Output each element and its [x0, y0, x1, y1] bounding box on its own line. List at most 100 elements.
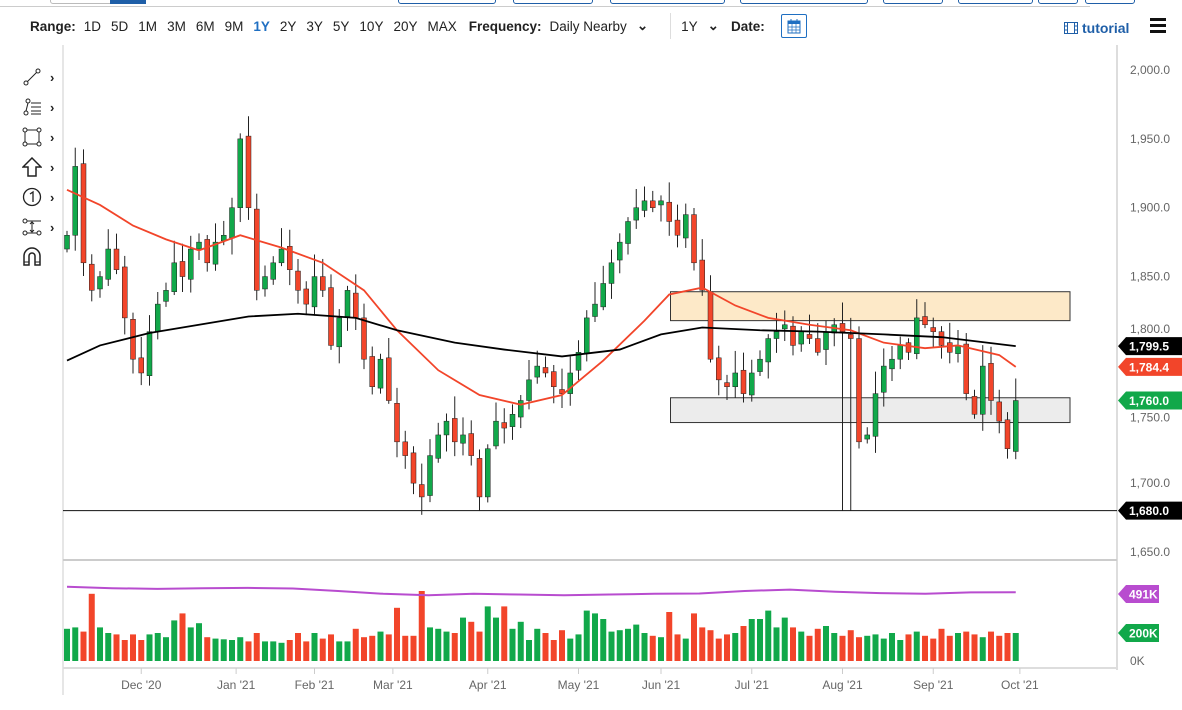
calendar-button[interactable] — [780, 14, 807, 38]
range-20y[interactable]: 20Y — [393, 18, 418, 34]
chevron-right-icon[interactable]: › — [50, 69, 55, 85]
volume-bar — [897, 640, 904, 661]
candle-body — [732, 372, 738, 387]
volume-bar — [402, 635, 409, 661]
candle — [526, 360, 532, 410]
candle-body — [666, 201, 672, 222]
volume-bar — [847, 630, 854, 661]
top-button[interactable] — [958, 0, 1033, 4]
candle-body — [386, 357, 392, 401]
volume-bar — [286, 640, 293, 661]
candle — [1013, 378, 1019, 460]
candle — [229, 197, 235, 255]
volume-bar — [97, 627, 103, 661]
volume-bar — [889, 633, 895, 661]
top-button[interactable] — [513, 0, 593, 4]
annotation-tool[interactable]: › — [22, 182, 62, 212]
line-tool[interactable]: › — [22, 62, 62, 92]
magnet-tool[interactable] — [22, 242, 62, 272]
volume-bar — [814, 628, 821, 661]
volume-tag: 200K — [1118, 624, 1159, 642]
volume-bar — [649, 635, 656, 661]
range-1m[interactable]: 1M — [138, 18, 158, 34]
frequency-select[interactable]: Daily Nearby — [549, 18, 627, 34]
candle — [237, 133, 243, 223]
volume-bar — [542, 633, 549, 661]
chevron-right-icon[interactable]: › — [50, 99, 55, 115]
volume-bar — [773, 627, 780, 661]
range-label: Range: — [30, 18, 76, 34]
candle-body — [245, 135, 252, 208]
range-1y[interactable]: 1Y — [253, 18, 270, 34]
candle — [856, 326, 862, 449]
candle — [501, 408, 507, 444]
candle-body — [765, 338, 771, 363]
candle — [575, 340, 582, 381]
candle-body — [353, 292, 359, 319]
volume-bar — [113, 634, 120, 661]
volume-bar — [229, 640, 235, 661]
volume-bar — [988, 631, 994, 661]
range-3m[interactable]: 3M — [167, 18, 186, 34]
range-2y[interactable]: 2Y — [279, 18, 297, 34]
range-10y[interactable]: 10Y — [359, 18, 384, 34]
candle — [848, 317, 854, 511]
chevron-right-icon[interactable]: › — [50, 189, 55, 205]
candle — [402, 430, 408, 469]
top-go-button[interactable] — [110, 0, 146, 4]
hamburger-menu-icon[interactable] — [1150, 18, 1166, 36]
chevron-right-icon[interactable]: › — [50, 159, 55, 175]
candle — [963, 333, 969, 401]
chevron-right-icon[interactable]: › — [50, 219, 55, 235]
price-tag-label: 1,784.4 — [1129, 360, 1169, 374]
x-tick-label: Aug '21 — [822, 678, 863, 692]
candle — [658, 195, 664, 222]
fib-tool[interactable]: › — [22, 92, 62, 122]
volume-bar — [163, 637, 169, 661]
candle — [369, 346, 375, 395]
candle-body — [1013, 400, 1019, 452]
tutorial-link[interactable]: tutorial — [1064, 20, 1129, 36]
candle-body — [683, 214, 689, 239]
period-select[interactable]: 1Y — [681, 18, 698, 34]
candle-body — [815, 338, 821, 353]
volume-bar — [212, 638, 219, 661]
volume-tag-label: 200K — [1129, 627, 1158, 641]
top-button[interactable] — [610, 0, 725, 4]
top-button[interactable] — [1085, 0, 1135, 4]
range-9m[interactable]: 9M — [224, 18, 244, 34]
top-button[interactable] — [740, 0, 868, 4]
volume-bar — [443, 631, 450, 661]
range-5d[interactable]: 5D — [111, 18, 129, 34]
chevron-right-icon[interactable]: › — [50, 129, 55, 145]
range-1d[interactable]: 1D — [83, 18, 102, 34]
candle — [980, 345, 986, 431]
measure-tool[interactable]: › — [22, 212, 62, 242]
range-max[interactable]: MAX — [427, 18, 457, 34]
range-3y[interactable]: 3Y — [306, 18, 323, 34]
candle — [303, 281, 309, 316]
volume-bar — [451, 633, 458, 661]
volume-bar — [682, 638, 689, 661]
candle-body — [559, 389, 565, 394]
candle — [947, 322, 953, 364]
chevron-down-icon[interactable]: ⌄ — [636, 18, 649, 33]
range-5y[interactable]: 5Y — [332, 18, 350, 34]
candle-body — [311, 276, 318, 308]
chevron-down-icon[interactable]: ⌄ — [707, 18, 719, 33]
candle-body — [303, 288, 309, 305]
top-button[interactable] — [883, 0, 943, 4]
candle-body — [542, 367, 549, 374]
candle-body — [806, 334, 813, 339]
volume-bar — [295, 633, 301, 661]
candle-body — [699, 259, 705, 291]
volume-bar — [377, 631, 384, 661]
rectangle-tool[interactable]: › — [22, 122, 62, 152]
top-button[interactable] — [1038, 0, 1078, 4]
range-6m[interactable]: 6M — [195, 18, 215, 34]
volume-bar — [905, 634, 912, 661]
arrow-tool[interactable]: › — [22, 152, 62, 182]
volume-bar — [146, 634, 153, 661]
top-button[interactable] — [398, 0, 496, 4]
